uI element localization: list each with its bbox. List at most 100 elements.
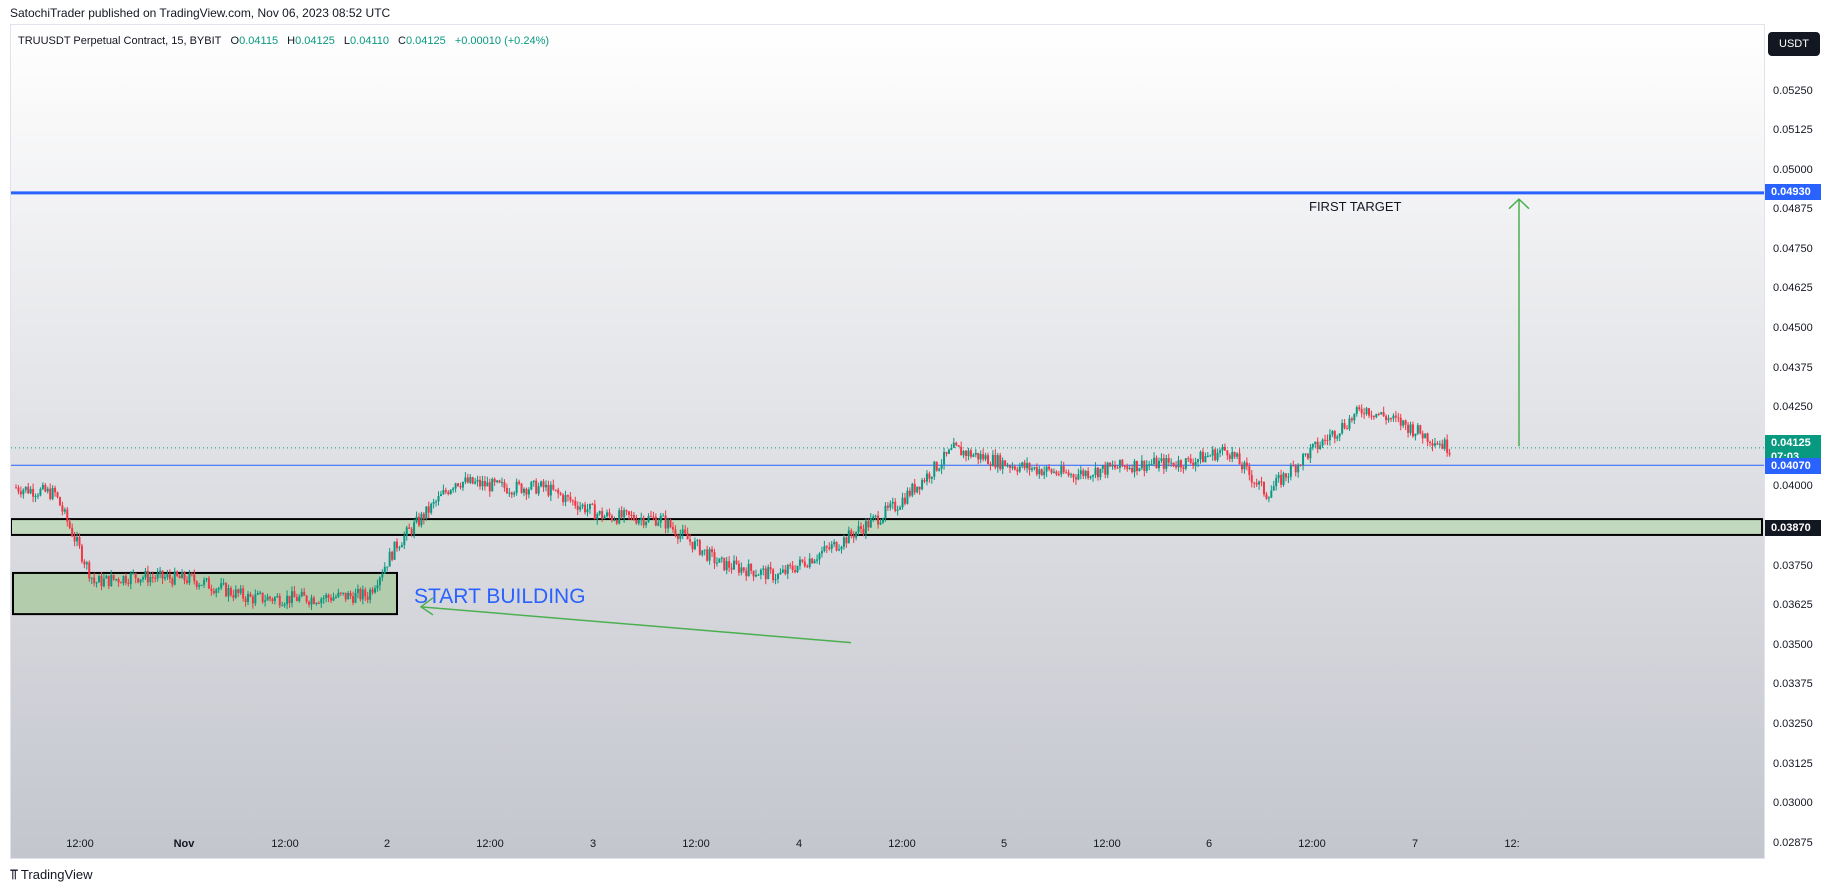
candle-body	[1314, 441, 1317, 445]
candle-body	[1201, 451, 1204, 463]
candle-body	[63, 509, 66, 512]
candle-body	[742, 567, 745, 571]
candle-body	[1411, 424, 1414, 437]
symbol-legend[interactable]: TRUUSDT Perpetual Contract, 15, BYBIT O0…	[18, 35, 555, 47]
candle-body	[674, 529, 677, 536]
candle-body	[1121, 459, 1124, 466]
candle-body	[268, 596, 271, 599]
time-tick-label: 7	[1411, 838, 1419, 850]
candle-body	[68, 521, 71, 528]
candle-body	[747, 563, 750, 577]
price-tick-label: 0.05125	[1773, 124, 1813, 137]
candle-body	[337, 592, 340, 597]
candle-body	[471, 477, 474, 484]
candle-body	[481, 480, 484, 487]
candle-body	[1021, 462, 1024, 467]
candle-body	[115, 579, 118, 581]
candle-body	[566, 495, 569, 497]
candle-body	[789, 565, 792, 567]
candle-body	[486, 482, 489, 487]
start-building-label: START BUILDING	[414, 585, 586, 608]
price-tick-label: 0.04875	[1773, 203, 1813, 216]
chart-area[interactable]: FIRST TARGET START BUILDING	[10, 24, 1765, 859]
candle-body	[1419, 425, 1422, 434]
candle-body	[295, 597, 298, 601]
candle-body	[461, 481, 464, 488]
time-tick-label: 12:00	[476, 838, 504, 850]
candle-body	[935, 461, 938, 471]
candle-body	[984, 455, 987, 460]
candle-body	[254, 594, 257, 604]
candle-body	[879, 522, 882, 525]
candle-body	[681, 529, 684, 535]
candle-body	[488, 482, 491, 492]
candle-body	[847, 530, 850, 544]
time-tick-label: 12:	[1504, 838, 1520, 850]
candle-body	[1404, 420, 1407, 425]
candle-body	[835, 541, 838, 551]
candle-body	[642, 517, 645, 526]
candle-body	[676, 535, 679, 539]
candle-body	[1343, 423, 1346, 429]
candle-body	[176, 571, 179, 576]
candle-body	[518, 481, 521, 484]
candle-body	[759, 569, 762, 575]
candle-body	[190, 573, 193, 575]
candle-body	[842, 537, 845, 547]
candle-body	[1065, 472, 1068, 474]
currency-button[interactable]: USDT	[1768, 32, 1820, 56]
price-axis[interactable]: 0.053750.052500.051250.050000.048750.047…	[1763, 24, 1835, 857]
candle-body	[154, 577, 157, 579]
candle-body	[439, 494, 442, 497]
candle-body	[921, 480, 924, 490]
candle-body	[571, 500, 574, 502]
candle-body	[1348, 418, 1351, 429]
candle-body	[891, 501, 894, 504]
candle-body	[554, 489, 557, 491]
candle-body	[1426, 433, 1429, 442]
candle-body	[83, 561, 86, 565]
candle-body	[1294, 465, 1297, 473]
candle-body	[669, 520, 672, 528]
candle-body	[774, 578, 777, 581]
candle-body	[515, 481, 518, 493]
candle-body	[110, 574, 113, 587]
candle-body	[1133, 460, 1136, 473]
candle-body	[217, 588, 220, 590]
candle-body	[745, 570, 748, 577]
candle-body	[376, 585, 379, 589]
candle-body	[403, 535, 406, 545]
candle-body	[930, 476, 933, 479]
chart-canvas[interactable]: FIRST TARGET START BUILDING	[11, 25, 1764, 858]
candle-body	[76, 536, 79, 542]
candle-body	[1023, 462, 1026, 469]
candle-body	[308, 601, 311, 605]
candle-body	[1055, 471, 1058, 475]
candle-body	[261, 592, 264, 602]
candle-body	[1206, 455, 1209, 457]
candle-body	[491, 478, 494, 492]
candle-body	[584, 504, 587, 513]
candle-body	[427, 506, 430, 513]
price-tick-label: 0.03750	[1773, 559, 1813, 572]
candle-body	[1157, 460, 1160, 469]
time-tick-label: 12:00	[1093, 838, 1121, 850]
candle-body	[1126, 466, 1129, 469]
candle-body	[896, 509, 899, 511]
candle-body	[78, 536, 81, 546]
candle-body	[1192, 462, 1195, 466]
candle-body	[588, 503, 591, 510]
candle-body	[264, 600, 267, 602]
candle-body	[725, 561, 728, 571]
candle-body	[1416, 425, 1419, 434]
candle-body	[1267, 497, 1270, 499]
candle-body	[838, 549, 841, 551]
time-axis[interactable]: 12:00 Nov 12:00 2 12:00 3 12:00 4 12:00 5 12:00 6 12…	[10, 836, 1763, 856]
candle-body	[1353, 413, 1356, 421]
candle-body	[632, 514, 635, 520]
candle-body	[903, 497, 906, 504]
tradingview-footer[interactable]: ⫪ TradingView	[10, 866, 92, 883]
candle-body	[965, 450, 968, 457]
candle-body	[317, 602, 320, 604]
candle-body	[779, 572, 782, 575]
